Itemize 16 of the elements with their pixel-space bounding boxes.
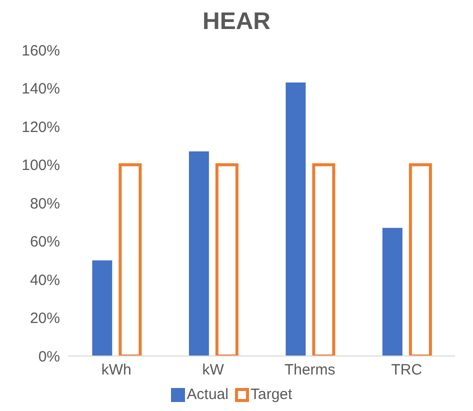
y-tick-label: 140% (22, 80, 60, 98)
x-tick-label: Therms (284, 362, 336, 379)
y-tick-label: 100% (22, 157, 60, 174)
y-tick-label: 20% (30, 310, 60, 328)
x-tick-label: kWh (101, 362, 132, 379)
y-tick-label: 0% (38, 348, 60, 366)
x-tick-label: TRC (391, 362, 422, 379)
y-tick-label: 120% (22, 118, 60, 136)
legend-label: Target (250, 386, 292, 403)
chart-title: HEAR (201, 8, 272, 37)
y-tick-label: 80% (30, 195, 60, 212)
x-tick-label: kW (202, 362, 225, 379)
legend-label: Actual (186, 386, 228, 403)
y-tick-label: 40% (30, 272, 60, 289)
y-tick-label: 60% (30, 234, 60, 251)
y-tick-label: 160% (22, 42, 60, 60)
